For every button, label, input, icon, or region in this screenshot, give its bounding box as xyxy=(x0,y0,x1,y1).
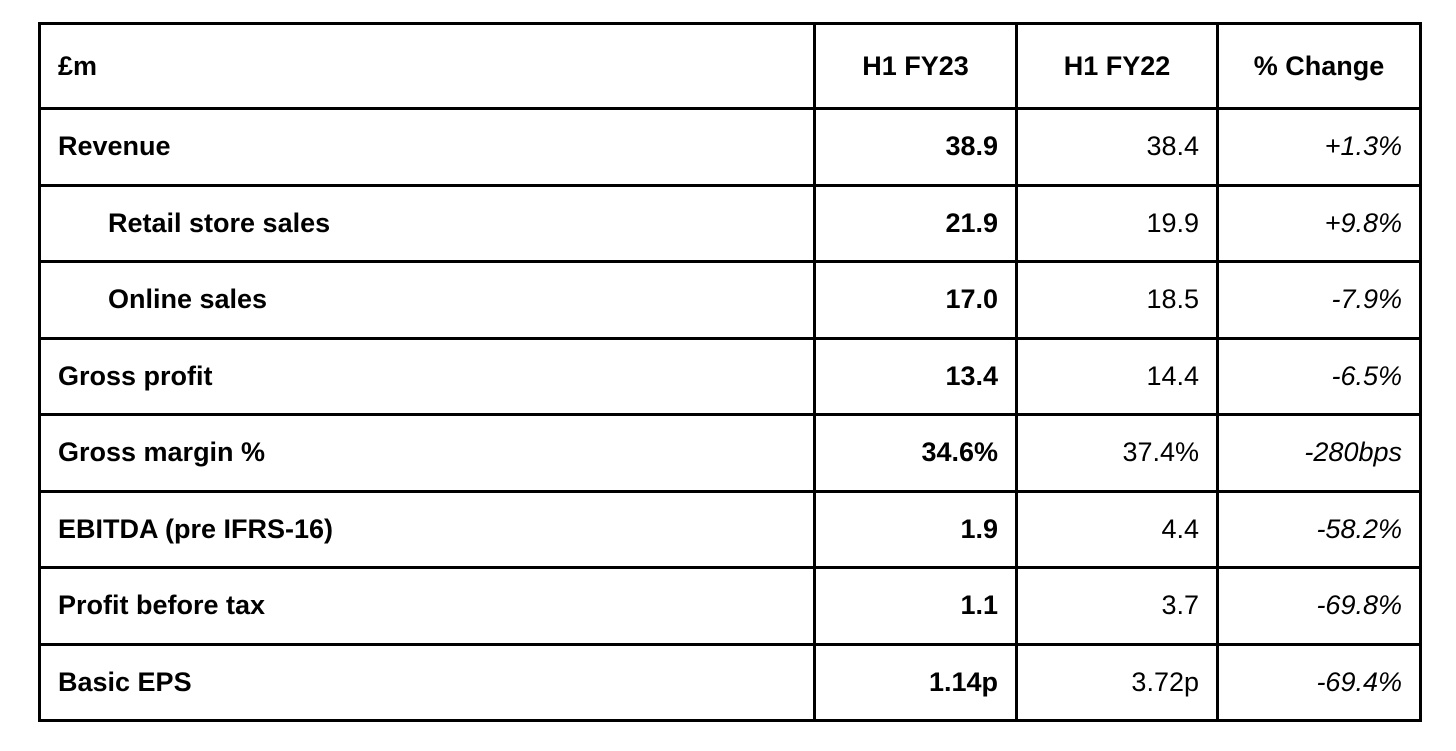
header-cell: £m xyxy=(38,22,816,110)
prior-value: 14.4 xyxy=(1015,336,1219,416)
row-label: Online sales xyxy=(38,260,816,340)
table-header: £m H1 FY23 H1 FY22% Change xyxy=(38,22,1422,110)
change-value: -6.5% xyxy=(1216,336,1422,416)
header-cell: H1 FY23 xyxy=(813,22,1018,110)
results-table: £m H1 FY23 H1 FY22% Change Revenue 38.9 38.4… xyxy=(38,22,1422,722)
table-row: Gross margin % 34.6% 37.4% -280bps xyxy=(38,413,1422,493)
change-value: -280bps xyxy=(1216,413,1422,493)
current-value: 1.14p xyxy=(813,642,1018,722)
current-value: 38.9 xyxy=(813,107,1018,187)
change-value: +1.3% xyxy=(1216,107,1422,187)
prior-value: 18.5 xyxy=(1015,260,1219,340)
prior-value: 38.4 xyxy=(1015,107,1219,187)
row-label: Basic EPS xyxy=(38,642,816,722)
row-label: Gross margin % xyxy=(38,413,816,493)
current-value: 1.9 xyxy=(813,489,1018,569)
current-value: 17.0 xyxy=(813,260,1018,340)
prior-value: 19.9 xyxy=(1015,183,1219,263)
current-value: 13.4 xyxy=(813,336,1018,416)
row-label: Revenue xyxy=(38,107,816,187)
table-row: Revenue 38.9 38.4 +1.3% xyxy=(38,107,1422,187)
change-value: +9.8% xyxy=(1216,183,1422,263)
prior-value: 3.72p xyxy=(1015,642,1219,722)
row-label: Gross profit xyxy=(38,336,816,416)
table-row: Basic EPS 1.14p 3.72p -69.4% xyxy=(38,642,1422,722)
header-cell: % Change xyxy=(1216,22,1422,110)
header-cell: H1 FY22 xyxy=(1015,22,1219,110)
table-row: Online sales 17.0 18.5 -7.9% xyxy=(38,260,1422,340)
current-value: 21.9 xyxy=(813,183,1018,263)
current-value: 34.6% xyxy=(813,413,1018,493)
header-row: £m H1 FY23 H1 FY22% Change xyxy=(38,22,1422,110)
prior-value: 3.7 xyxy=(1015,566,1219,646)
change-value: -58.2% xyxy=(1216,489,1422,569)
change-value: -7.9% xyxy=(1216,260,1422,340)
row-label: Profit before tax xyxy=(38,566,816,646)
table-row: Gross profit 13.4 14.4 -6.5% xyxy=(38,336,1422,416)
current-value: 1.1 xyxy=(813,566,1018,646)
table-row: EBITDA (pre IFRS-16) 1.9 4.4 -58.2% xyxy=(38,489,1422,569)
table-row: Profit before tax 1.1 3.7 -69.8% xyxy=(38,566,1422,646)
change-value: -69.8% xyxy=(1216,566,1422,646)
row-label: Retail store sales xyxy=(38,183,816,263)
row-label: EBITDA (pre IFRS-16) xyxy=(38,489,816,569)
table-body: Revenue 38.9 38.4 +1.3% Retail store sales 21… xyxy=(38,107,1422,722)
prior-value: 37.4% xyxy=(1015,413,1219,493)
change-value: -69.4% xyxy=(1216,642,1422,722)
prior-value: 4.4 xyxy=(1015,489,1219,569)
table-row: Retail store sales 21.9 19.9 +9.8% xyxy=(38,183,1422,263)
